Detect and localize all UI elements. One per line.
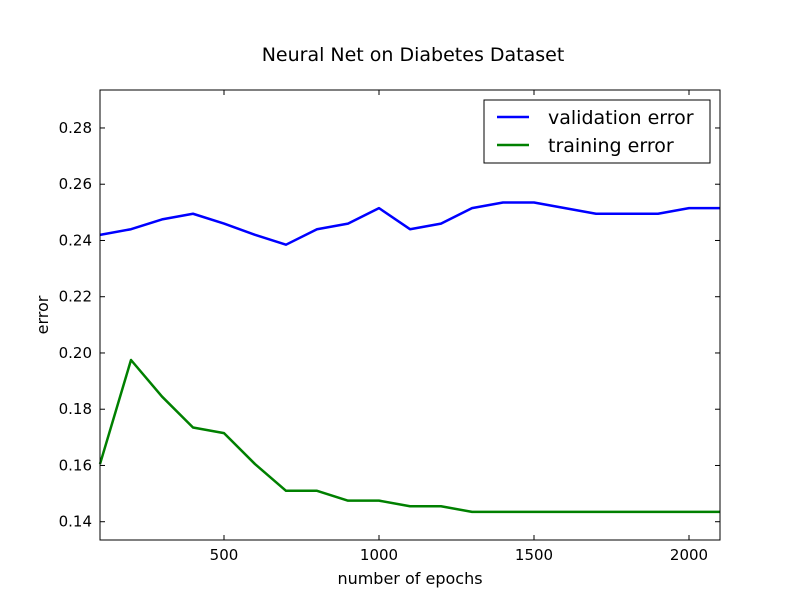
legend-box bbox=[483, 99, 711, 164]
plot-lines bbox=[98, 201, 720, 514]
y-tick-label: 0.18 bbox=[59, 400, 92, 418]
legend-label-validation-error: validation error bbox=[548, 107, 694, 129]
y-axis-label: error bbox=[33, 295, 52, 334]
axis-ticks bbox=[100, 90, 720, 540]
series-line-validation-error bbox=[99, 201, 720, 246]
x-axis-label: number of epochs bbox=[337, 569, 482, 588]
plot-area-frame bbox=[99, 89, 721, 541]
y-tick-label: 0.28 bbox=[59, 119, 92, 137]
x-tick-label: 2000 bbox=[670, 546, 708, 564]
y-tick-label: 0.20 bbox=[59, 344, 92, 362]
series-line-training-error bbox=[98, 358, 720, 514]
y-tick-label: 0.14 bbox=[59, 513, 92, 531]
y-tick-label: 0.26 bbox=[59, 175, 92, 193]
y-tick-label: 0.22 bbox=[59, 288, 92, 306]
chart-title: Neural Net on Diabetes Dataset bbox=[262, 44, 565, 66]
y-tick-label: 0.24 bbox=[59, 231, 92, 249]
x-tick-label: 1000 bbox=[360, 546, 398, 564]
tick-labels: 500 1000 1500 2000 0.14 0.16 0.18 0.20 0.22 0.24 0… bbox=[59, 119, 709, 564]
y-tick-label: 0.16 bbox=[59, 456, 92, 474]
legend: validation error training error bbox=[483, 99, 711, 164]
legend-label-training-error: training error bbox=[548, 135, 674, 157]
x-tick-label: 500 bbox=[210, 546, 239, 564]
x-tick-label: 1500 bbox=[515, 546, 553, 564]
